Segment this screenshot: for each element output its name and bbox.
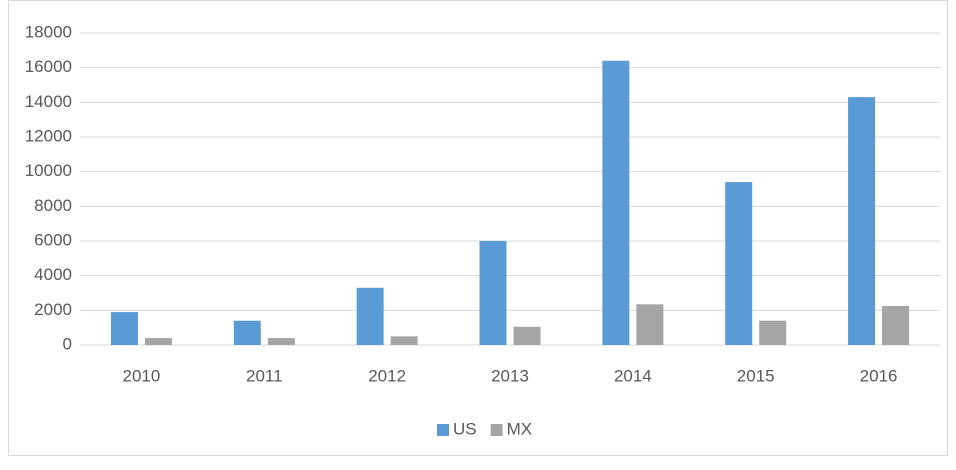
bar <box>233 320 261 345</box>
bar <box>390 336 418 345</box>
bar <box>725 182 753 345</box>
x-tick-label: 2013 <box>491 366 529 385</box>
y-tick-label: 10000 <box>25 161 72 180</box>
bar <box>144 338 172 345</box>
legend-label: US <box>453 419 477 438</box>
bar <box>513 326 541 345</box>
x-tick-label: 2010 <box>123 366 161 385</box>
y-tick-label: 4000 <box>34 265 72 284</box>
y-tick-label: 18000 <box>25 22 72 41</box>
bar <box>110 312 138 345</box>
bar <box>636 304 664 345</box>
bar <box>848 97 876 345</box>
y-tick-label: 8000 <box>34 196 72 215</box>
bar <box>356 287 384 345</box>
bar <box>602 60 630 345</box>
bar <box>882 306 910 345</box>
x-tick-label: 2014 <box>614 366 652 385</box>
y-tick-label: 2000 <box>34 300 72 319</box>
legend-swatch <box>437 424 449 436</box>
y-tick-label: 6000 <box>34 230 72 249</box>
bar <box>479 241 507 345</box>
x-tick-label: 2011 <box>246 366 283 385</box>
x-tick-label: 2015 <box>737 366 775 385</box>
chart-frame <box>8 0 948 456</box>
legend-label: MX <box>507 419 533 438</box>
bar <box>267 338 295 345</box>
y-tick-label: 0 <box>63 334 72 353</box>
y-tick-label: 12000 <box>25 126 72 145</box>
y-tick-label: 14000 <box>25 92 72 111</box>
bar <box>759 320 787 345</box>
y-tick-label: 16000 <box>25 57 72 76</box>
x-tick-label: 2016 <box>860 366 898 385</box>
legend-swatch <box>490 424 503 436</box>
x-tick-label: 2012 <box>368 366 406 385</box>
